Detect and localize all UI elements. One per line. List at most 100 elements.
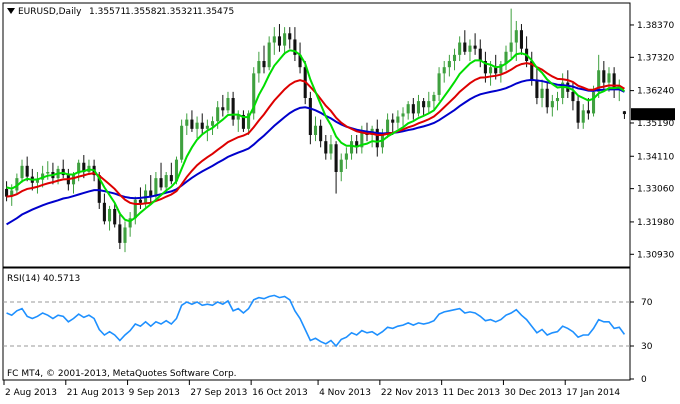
candle [195, 116, 199, 139]
rsi-label: RSI(14) 40.5713 [7, 274, 80, 284]
candle [108, 205, 112, 231]
candle [226, 91, 230, 114]
rsi-line [6, 294, 626, 348]
candle-body [427, 101, 431, 108]
ohlc-low: 1.35321 [161, 7, 198, 17]
candle-body [597, 70, 601, 92]
candle [262, 45, 266, 74]
candle [437, 67, 441, 102]
candle-body [123, 227, 127, 243]
candle [581, 104, 585, 129]
candle-body [210, 121, 215, 126]
candle-body [509, 42, 513, 52]
candle [5, 181, 9, 202]
time-axis-tick-label: 27 Sep 2013 [190, 388, 247, 398]
price-axis-tick-label: 1.33060 [637, 185, 674, 195]
candle-body [252, 73, 256, 114]
chart-header: EURUSD,Daily 1.35571 1.35582 1.35321 1.3… [7, 7, 234, 17]
candle [602, 61, 606, 89]
candle [210, 116, 215, 135]
candle [267, 36, 271, 71]
copyright-label: FC MT4, © 2001-2013, MetaQuotes Software… [7, 369, 237, 379]
candle-body [195, 122, 199, 129]
candle-body [386, 119, 390, 135]
candle [427, 91, 431, 114]
candle-body [463, 42, 467, 52]
candle [468, 39, 472, 62]
candle [128, 212, 132, 237]
candle-body [241, 114, 245, 129]
candle [612, 67, 616, 99]
candle-body [77, 162, 81, 174]
candle [20, 159, 24, 183]
candle [319, 119, 323, 148]
candle-body [437, 73, 441, 95]
candle-body [519, 30, 523, 49]
candle [586, 98, 590, 120]
rsi-axis: 70 30 0 [630, 298, 653, 385]
candle-body [277, 36, 282, 46]
ohlc-open: 1.35571 [89, 7, 126, 17]
ma-fast-line [6, 49, 626, 223]
candle [411, 98, 415, 120]
candle [118, 212, 122, 250]
candle [159, 162, 163, 191]
candle [355, 135, 359, 154]
candle [272, 27, 276, 55]
candle [277, 24, 282, 52]
candle [344, 147, 348, 169]
candle-body [334, 144, 338, 172]
candle-body [133, 199, 137, 219]
candle [396, 110, 400, 129]
candle [576, 94, 580, 129]
chart-menu-triangle-icon[interactable] [7, 8, 15, 14]
candle [540, 79, 544, 108]
time-axis-tick-label: 9 Sep 2013 [129, 388, 180, 398]
candle-body [257, 61, 261, 74]
candle [442, 61, 446, 83]
candle-body [391, 119, 395, 123]
price-axis-tick-label: 1.30930 [637, 250, 674, 260]
price-axis-tick-label: 1.35190 [637, 119, 674, 129]
candle [622, 110, 626, 119]
candle [545, 82, 549, 114]
candle [293, 27, 297, 62]
candle [329, 135, 333, 160]
price-axis: 1.38370 1.37320 1.36240 1.35190 1.34110 1.330… [630, 21, 674, 260]
candle-body [530, 61, 534, 80]
candle-body [5, 188, 9, 197]
candle-body [293, 39, 297, 55]
candle-body [545, 88, 549, 108]
candle-body [442, 67, 446, 74]
candle-body [478, 48, 482, 62]
candle-body [540, 88, 544, 99]
candle-body [25, 165, 29, 177]
candle [509, 8, 513, 58]
candle-body [622, 111, 626, 115]
candle-body [360, 131, 364, 148]
candle [252, 67, 256, 120]
ma-slow-line [6, 78, 625, 226]
candle [432, 91, 436, 111]
candle-body [561, 82, 565, 99]
candle [313, 116, 318, 142]
candle [555, 91, 560, 111]
candle [113, 202, 117, 228]
candle-body [581, 110, 585, 123]
candle-body [205, 125, 209, 129]
time-axis-tick-label: 2 Aug 2013 [5, 388, 57, 398]
candle [458, 36, 462, 62]
candle-body [324, 141, 328, 154]
candle [375, 119, 379, 157]
candle-body [504, 51, 508, 65]
candle [463, 30, 467, 55]
candle [221, 94, 225, 117]
candle [422, 98, 426, 117]
candle-body [200, 122, 204, 129]
ohlc-high: 1.35582 [125, 7, 162, 17]
candle-body [489, 67, 493, 74]
candle-body [10, 190, 14, 197]
candle-body [231, 98, 235, 120]
